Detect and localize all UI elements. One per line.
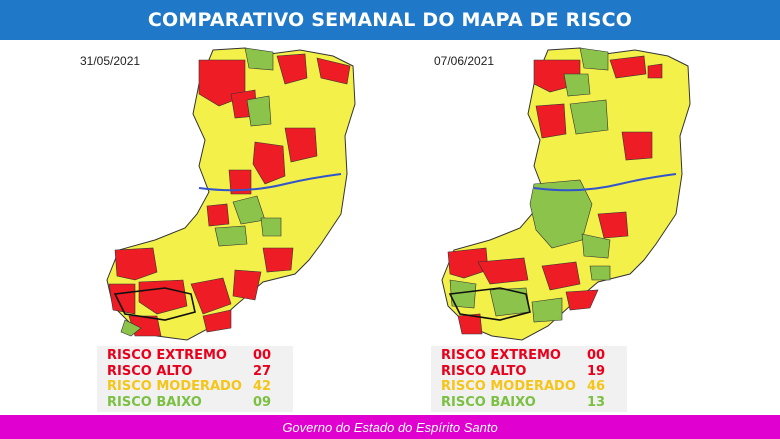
river — [198, 173, 342, 192]
legend-row-extremo: RISCO EXTREMO 00 — [441, 348, 617, 364]
legend-left: RISCO EXTREMO 00 RISCO ALTO 27 RISCO MOD… — [97, 346, 293, 412]
legend-label: RISCO EXTREMO — [441, 348, 561, 364]
page-title: COMPARATIVO SEMANAL DO MAPA DE RISCO — [147, 9, 633, 31]
legend-count: 00 — [587, 348, 606, 364]
legend-label: RISCO MODERADO — [441, 379, 576, 395]
river — [533, 173, 677, 192]
legend-count: 19 — [587, 363, 606, 379]
legend-count: 00 — [253, 348, 272, 364]
legend-row-alto: RISCO ALTO 19 — [441, 364, 617, 380]
legend-row-moderado: RISCO MODERADO 46 — [441, 379, 617, 395]
legend-row-baixo: RISCO BAIXO 09 — [107, 395, 283, 411]
date-label-left: 31/05/2021 — [80, 54, 141, 68]
legend-row-alto: RISCO ALTO 27 — [107, 364, 283, 380]
legend-row-extremo: RISCO EXTREMO 00 — [107, 348, 283, 364]
footer-bar: Governo do Estado do Espírito Santo — [0, 415, 780, 439]
legend-label: RISCO BAIXO — [441, 394, 536, 410]
legend-label: RISCO ALTO — [107, 363, 193, 379]
legend-right: RISCO EXTREMO 00 RISCO ALTO 19 RISCO MOD… — [431, 346, 627, 412]
legend-count: 42 — [253, 379, 272, 395]
legend-count: 46 — [587, 379, 606, 395]
legend-label: RISCO MODERADO — [107, 379, 242, 395]
footer-text: Governo do Estado do Espírito Santo — [282, 419, 498, 435]
legend-label: RISCO ALTO — [441, 363, 527, 379]
risk-map-left — [106, 47, 356, 341]
legend-label: RISCO BAIXO — [107, 394, 202, 410]
legend-count: 09 — [253, 394, 272, 410]
legend-label: RISCO EXTREMO — [107, 348, 227, 364]
legend-row-moderado: RISCO MODERADO 42 — [107, 379, 283, 395]
risk-map-right — [441, 47, 691, 341]
date-label-right: 07/06/2021 — [434, 54, 495, 68]
page-title-bar: COMPARATIVO SEMANAL DO MAPA DE RISCO — [0, 0, 780, 40]
legend-count: 13 — [587, 394, 606, 410]
legend-count: 27 — [253, 363, 272, 379]
legend-row-baixo: RISCO BAIXO 13 — [441, 395, 617, 411]
